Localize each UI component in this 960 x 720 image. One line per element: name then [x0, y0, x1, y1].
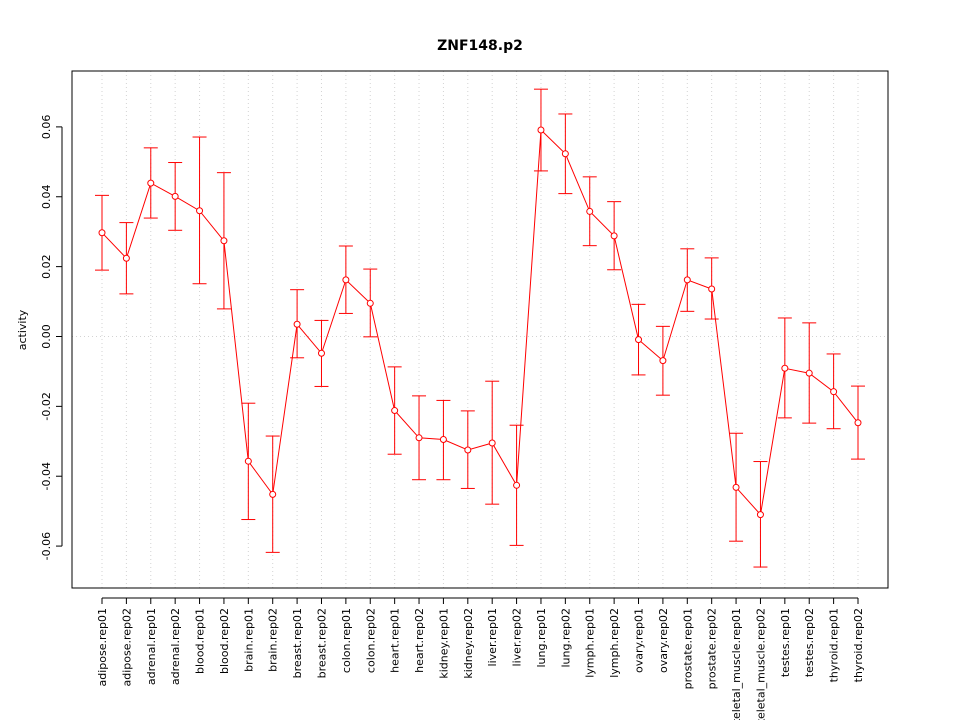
data-point	[317, 349, 325, 357]
data-point	[537, 126, 545, 134]
data-point	[366, 299, 374, 307]
data-point	[122, 254, 130, 262]
x-tick-label: lymph.rep01	[584, 608, 597, 678]
data-point	[659, 357, 667, 365]
data-point	[342, 276, 350, 284]
y-tick-label: -0.06	[40, 532, 53, 560]
data-point	[683, 276, 691, 284]
data-point	[415, 434, 423, 442]
chart-title: ZNF148.p2	[437, 38, 523, 54]
x-tick-label: lymph.rep02	[608, 608, 621, 678]
data-point	[220, 237, 228, 245]
x-tick-label: skeletal_muscle.rep02	[754, 608, 767, 720]
x-tick-label: prostate.rep01	[681, 608, 694, 689]
x-tick-label: breast.rep02	[315, 608, 328, 678]
x-tick-label: heart.rep01	[389, 608, 402, 673]
x-tick-label: adipose.rep01	[96, 608, 109, 687]
data-points	[98, 126, 862, 519]
data-point	[269, 490, 277, 498]
x-tick-label: thyroid.rep02	[852, 608, 865, 682]
y-tick-label: 0.06	[40, 115, 53, 140]
x-tick-label: adipose.rep02	[120, 608, 133, 687]
y-axis-label: activity	[16, 309, 29, 350]
data-point	[513, 481, 521, 489]
data-point	[98, 229, 106, 237]
x-tick-label: testes.rep02	[803, 608, 816, 677]
x-tick-label: prostate.rep02	[706, 608, 719, 689]
x-tick-label: adrenal.rep02	[169, 608, 182, 685]
data-point	[854, 419, 862, 427]
x-tick-label: brain.rep01	[242, 608, 255, 672]
data-point	[756, 511, 764, 519]
x-tick-label: liver.rep02	[511, 608, 524, 666]
x-tick-label: adrenal.rep01	[145, 608, 158, 685]
y-tick-label: -0.02	[40, 392, 53, 420]
x-tick-label: ovary.rep02	[657, 608, 670, 673]
x-tick-label: testes.rep01	[779, 608, 792, 677]
data-point	[708, 285, 716, 293]
data-point	[635, 336, 643, 344]
x-tick-label: thyroid.rep01	[828, 608, 841, 682]
y-axis: -0.06 -0.04 -0.02 0.00 0.02 0.04 0.06	[40, 115, 63, 560]
x-tick-label: heart.rep02	[413, 608, 426, 673]
y-tick-label: 0.04	[40, 185, 53, 210]
x-tick-label: lung.rep02	[559, 608, 572, 668]
plot-frame	[71, 70, 889, 589]
x-tick-label: blood.rep01	[194, 608, 207, 674]
x-tick-label: liver.rep01	[486, 608, 499, 666]
x-tick-label: brain.rep02	[267, 608, 280, 672]
data-point	[171, 192, 179, 200]
data-point	[196, 207, 204, 215]
data-point	[610, 232, 618, 240]
series-line	[101, 128, 859, 516]
x-tick-label: colon.rep02	[364, 608, 377, 673]
x-tick-label: kidney.rep02	[462, 608, 475, 679]
x-tick-label: blood.rep02	[218, 608, 231, 674]
data-point	[781, 364, 789, 372]
data-point	[464, 446, 472, 454]
x-tick-label: kidney.rep01	[437, 608, 450, 679]
data-point	[293, 320, 301, 328]
y-tick-label: -0.04	[40, 462, 53, 490]
data-point	[586, 207, 594, 215]
x-tick-label: lung.rep01	[535, 608, 548, 668]
data-point	[244, 457, 252, 465]
data-point	[805, 369, 813, 377]
error-bars	[95, 88, 865, 568]
data-point	[439, 436, 447, 444]
x-tick-label: breast.rep01	[291, 608, 304, 678]
grid-lines	[72, 71, 888, 588]
data-point	[488, 439, 496, 447]
y-tick-label: 0.00	[40, 324, 53, 349]
data-point	[561, 150, 569, 158]
data-point	[830, 388, 838, 396]
data-point	[391, 407, 399, 415]
x-tick-label: ovary.rep01	[633, 608, 646, 673]
data-point	[147, 179, 155, 187]
x-tick-label: colon.rep01	[340, 608, 353, 673]
x-tick-label: skeletal_muscle.rep01	[730, 608, 743, 720]
y-tick-label: 0.02	[40, 254, 53, 279]
x-axis: adipose.rep01 adipose.rep02 adrenal.rep01 a…	[96, 597, 865, 720]
data-point	[732, 483, 740, 491]
